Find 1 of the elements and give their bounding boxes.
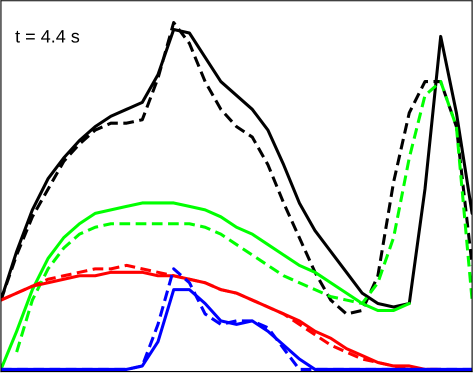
annotation: t = 4.4 s (15, 30, 80, 43)
